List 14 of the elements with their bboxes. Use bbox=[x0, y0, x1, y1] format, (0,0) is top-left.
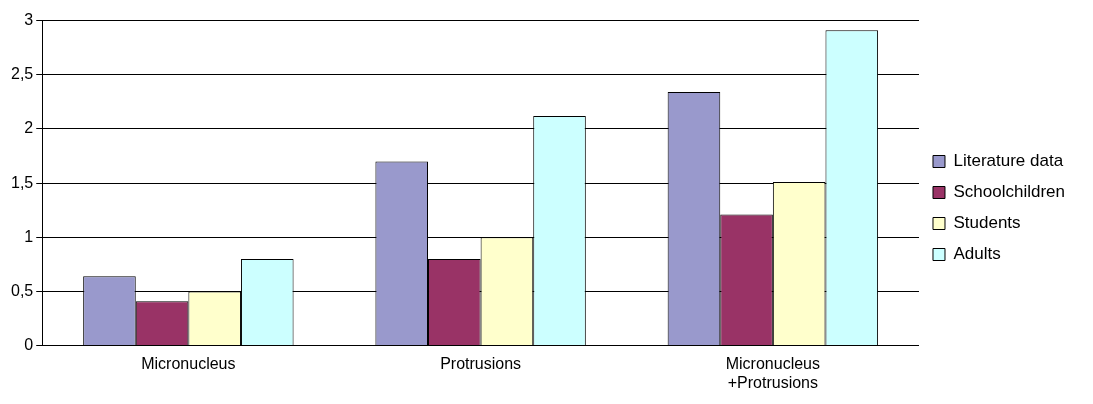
y-tick-label: 2,5 bbox=[10, 65, 34, 83]
legend-label: Students bbox=[953, 213, 1021, 233]
y-tick-label: 1 bbox=[24, 227, 34, 245]
y-tick-label: 2 bbox=[24, 119, 34, 137]
y-tick-label: 0,5 bbox=[10, 281, 34, 299]
legend-label: Literature data bbox=[953, 151, 1064, 171]
legend-label: Schoolchildren bbox=[953, 182, 1065, 202]
y-tick-label: 0 bbox=[24, 336, 34, 354]
legend-label: Adults bbox=[953, 244, 1001, 264]
x-tick-label: Protrusions bbox=[440, 354, 522, 372]
y-tick-label: 1,5 bbox=[10, 173, 34, 191]
x-tick-label: Micronucleus +Protrusions bbox=[725, 354, 820, 391]
x-tick-label: Micronucleus bbox=[141, 354, 236, 372]
y-tick-label: 3 bbox=[24, 11, 34, 29]
